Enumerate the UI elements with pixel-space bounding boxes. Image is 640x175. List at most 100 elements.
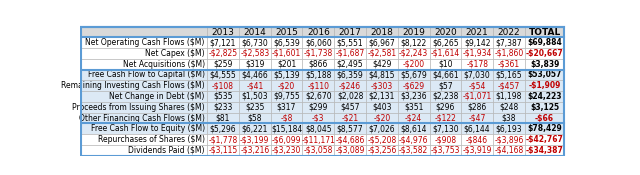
Text: $3,125: $3,125 (530, 103, 559, 112)
Text: $7,026: $7,026 (369, 124, 395, 133)
Bar (207, 37, 239, 48)
Text: -$4,168: -$4,168 (494, 146, 524, 155)
Text: -$3,089: -$3,089 (335, 146, 365, 155)
Text: -$3,199: -$3,199 (240, 135, 269, 144)
Bar (493, 102, 525, 113)
Bar (271, 48, 303, 59)
Bar (334, 123, 366, 134)
Bar (525, 48, 564, 59)
Text: -$41: -$41 (246, 81, 264, 90)
Bar (81, 102, 207, 113)
Text: $4,555: $4,555 (210, 70, 236, 79)
Text: $3,236: $3,236 (401, 92, 427, 101)
Bar (239, 80, 271, 91)
Text: -$629: -$629 (403, 81, 425, 90)
Text: $403: $403 (372, 103, 392, 112)
Text: $15,184: $15,184 (271, 124, 302, 133)
Text: $233: $233 (213, 103, 233, 112)
Bar (429, 27, 461, 37)
Text: -$11,171: -$11,171 (301, 135, 335, 144)
Bar (493, 113, 525, 123)
Bar (303, 37, 334, 48)
Bar (461, 80, 493, 91)
Bar (461, 59, 493, 69)
Bar (239, 102, 271, 113)
Bar (366, 59, 397, 69)
Text: 2020: 2020 (434, 28, 457, 37)
Text: -$20,667: -$20,667 (525, 49, 563, 58)
Bar (239, 37, 271, 48)
Bar (461, 145, 493, 156)
Text: -$3,753: -$3,753 (431, 146, 460, 155)
Bar (334, 145, 366, 156)
Bar (525, 91, 564, 102)
Text: -$2,583: -$2,583 (240, 49, 269, 58)
Bar (366, 102, 397, 113)
Text: -$4,686: -$4,686 (335, 135, 365, 144)
Bar (397, 80, 429, 91)
Bar (525, 134, 564, 145)
Bar (271, 80, 303, 91)
Text: $78,429: $78,429 (527, 124, 562, 133)
Text: $6,060: $6,060 (305, 38, 332, 47)
Bar (334, 27, 366, 37)
Bar (429, 123, 461, 134)
Bar (271, 113, 303, 123)
Text: -$3,582: -$3,582 (399, 146, 428, 155)
Bar (429, 48, 461, 59)
Text: Free Cash Flow to Capital ($M): Free Cash Flow to Capital ($M) (88, 70, 205, 79)
Bar (397, 113, 429, 123)
Bar (493, 91, 525, 102)
Bar (239, 91, 271, 102)
Bar (461, 134, 493, 145)
Text: $7,030: $7,030 (464, 70, 491, 79)
Bar (239, 134, 271, 145)
Bar (397, 69, 429, 80)
Text: 2017: 2017 (339, 28, 362, 37)
Text: -$246: -$246 (339, 81, 361, 90)
Bar (271, 69, 303, 80)
Text: Proceeds from Issuing Shares ($M): Proceeds from Issuing Shares ($M) (72, 103, 205, 112)
Text: 2013: 2013 (212, 28, 234, 37)
Bar (429, 91, 461, 102)
Bar (429, 102, 461, 113)
Bar (81, 113, 207, 123)
Text: $317: $317 (277, 103, 296, 112)
Bar (366, 91, 397, 102)
Text: -$1,934: -$1,934 (463, 49, 492, 58)
Bar (461, 102, 493, 113)
Text: -$5,208: -$5,208 (367, 135, 397, 144)
Bar (429, 113, 461, 123)
Text: -$108: -$108 (212, 81, 234, 90)
Text: -$1,909: -$1,909 (529, 81, 561, 90)
Text: $1,503: $1,503 (241, 92, 268, 101)
Bar (303, 59, 334, 69)
Text: $53,057: $53,057 (527, 70, 562, 79)
Text: Net Operating Cash Flows ($M): Net Operating Cash Flows ($M) (85, 38, 205, 47)
Bar (397, 91, 429, 102)
Text: $2,028: $2,028 (337, 92, 364, 101)
Text: Free Cash Flow to Equity ($M): Free Cash Flow to Equity ($M) (91, 124, 205, 133)
Text: $1,198: $1,198 (496, 92, 522, 101)
Text: -$1,071: -$1,071 (463, 92, 492, 101)
Bar (271, 27, 303, 37)
Bar (429, 80, 461, 91)
Text: 2021: 2021 (466, 28, 488, 37)
Bar (303, 102, 334, 113)
Bar (366, 27, 397, 37)
Bar (207, 59, 239, 69)
Bar (397, 123, 429, 134)
Bar (366, 113, 397, 123)
Text: -$361: -$361 (498, 60, 520, 69)
Text: $5,188: $5,188 (305, 70, 332, 79)
Text: $8,045: $8,045 (305, 124, 332, 133)
Bar (334, 37, 366, 48)
Text: $319: $319 (245, 60, 264, 69)
Bar (271, 59, 303, 69)
Bar (334, 91, 366, 102)
Bar (303, 145, 334, 156)
Text: $4,815: $4,815 (369, 70, 395, 79)
Bar (493, 145, 525, 156)
Text: $9,142: $9,142 (464, 38, 490, 47)
Bar (366, 48, 397, 59)
